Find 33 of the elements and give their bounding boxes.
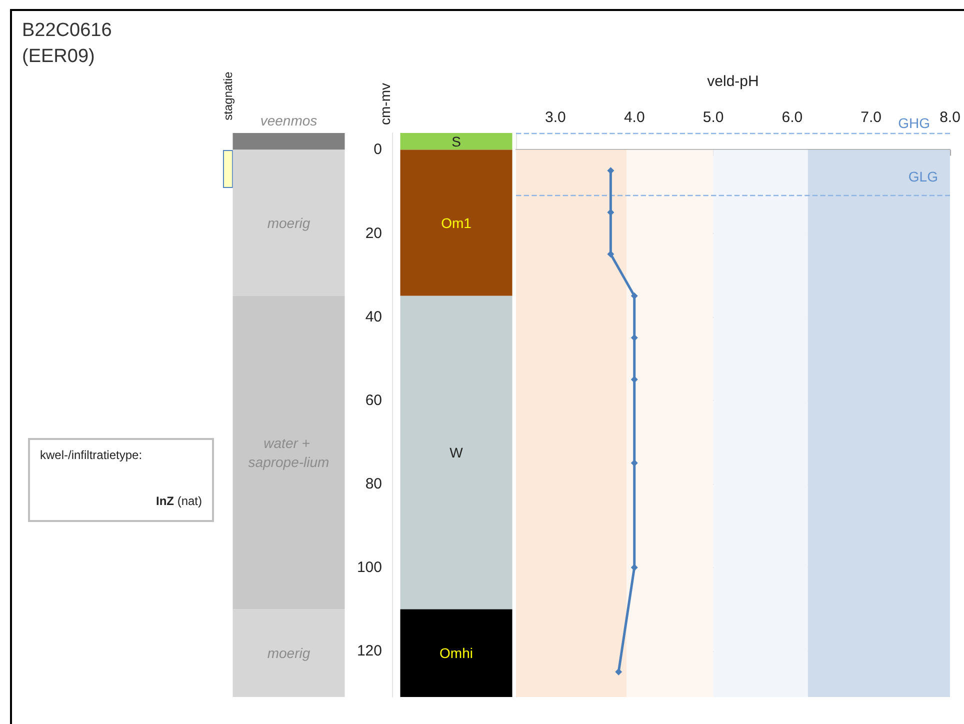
y-tick-label: 100 [356,558,382,576]
series-label: W [450,444,464,461]
x-tick-label: 7.0 [860,109,882,126]
series-label: moerig [267,645,310,662]
note-box: kwel-/infiltratietype: InZ (nat) [28,438,214,522]
series-label: Om1 [441,214,472,231]
point [615,668,622,676]
point [607,250,614,258]
y-tick-label: 0 [374,141,382,158]
y-tick-label: 20 [365,224,382,242]
ref-line-label: GLG [908,168,938,185]
point [630,292,638,300]
text: B22C0616 [22,20,112,42]
y-tick-label: 120 [356,642,382,660]
series-label: water + saprope-lium [248,435,330,470]
y-tick-label: 60 [365,392,382,409]
series-label: veenmos [260,112,318,128]
text: (EER09) [22,46,95,68]
series-label: S [452,133,461,150]
x-tick-label: 3.0 [545,109,566,126]
y-axis-title: cm-mv [377,83,393,125]
series-label: Omhi [440,645,473,662]
text: stagnatie [221,72,235,120]
x-tick-label: 6.0 [782,109,803,126]
x-axis-title: veld-pH [707,73,759,90]
series-label: moerig [267,214,310,231]
y-tick-label: 40 [365,308,382,326]
x-tick-label: 8.0 [940,109,960,126]
ref-line-label: GHG [898,115,930,131]
x-tick-label: 4.0 [624,109,645,126]
point [630,334,638,342]
x-tick-label: 5.0 [702,109,724,126]
y-tick-label: 80 [365,475,382,492]
